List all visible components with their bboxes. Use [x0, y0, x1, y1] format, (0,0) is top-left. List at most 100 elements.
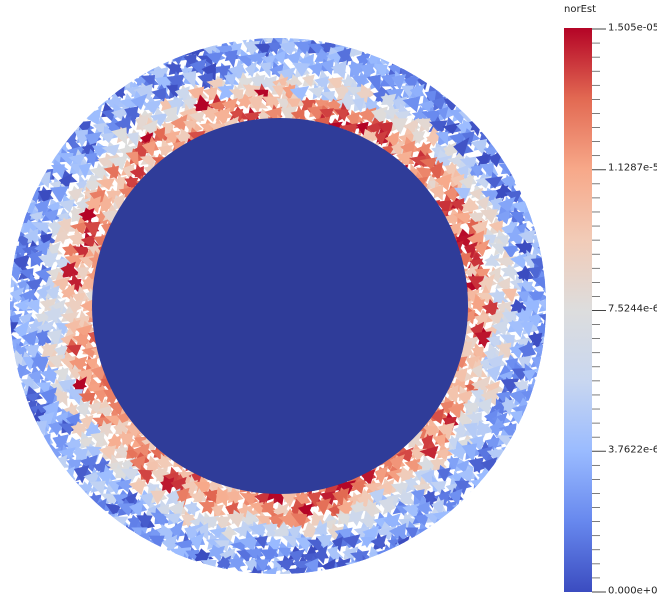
mesh-cell: [431, 499, 445, 516]
mesh-cell: [141, 140, 156, 158]
mesh-cell: [306, 491, 322, 508]
mesh-cell: [428, 524, 447, 541]
mesh-cell: [442, 122, 460, 135]
mesh-cell: [499, 334, 515, 350]
mesh-cell: [117, 528, 135, 542]
mesh-cell: [106, 190, 123, 204]
mesh-cell: [418, 99, 437, 113]
mesh-cell: [537, 298, 546, 314]
mesh-cell: [86, 446, 102, 463]
mesh-cell: [72, 292, 86, 307]
mesh-cell: [54, 391, 68, 407]
mesh-cell: [507, 150, 521, 166]
mesh-cell: [35, 266, 52, 284]
mesh-cell: [334, 85, 352, 106]
mesh-cell: [348, 510, 364, 527]
mesh-cell: [135, 531, 152, 553]
mesh-cell: [34, 199, 51, 218]
mesh-cell: [237, 536, 257, 552]
mesh-cell: [434, 173, 452, 191]
mesh-cell: [73, 465, 90, 484]
mesh-cell: [374, 465, 389, 486]
mesh-cell: [475, 398, 492, 416]
mesh-cell: [99, 132, 116, 144]
mesh-cell: [516, 267, 531, 286]
mesh-cell: [35, 330, 49, 348]
mesh-cell: [504, 151, 519, 166]
mesh-cell: [248, 522, 267, 539]
mesh-cell: [72, 334, 87, 349]
mesh-cell: [27, 411, 46, 428]
mesh-cell: [495, 209, 512, 225]
mesh-cell: [522, 369, 537, 382]
mesh-cell: [78, 392, 96, 406]
mesh-cell: [501, 288, 517, 304]
mesh-cell: [360, 63, 375, 81]
mesh-cell: [167, 97, 184, 116]
mesh-cell: [0, 289, 10, 301]
mesh-cell: [41, 343, 58, 360]
mesh-cell: [48, 241, 61, 261]
mesh-cell: [135, 114, 149, 132]
mesh-cell: [509, 278, 523, 292]
mesh-cell: [371, 106, 388, 126]
mesh-cell: [214, 540, 230, 553]
mesh-cell: [542, 358, 546, 373]
mesh-cell: [43, 209, 59, 224]
mesh-cell: [167, 500, 185, 517]
mesh-cell: [72, 447, 91, 464]
mesh-cell: [341, 569, 359, 574]
mesh-cell: [366, 74, 381, 94]
mesh-cell: [55, 323, 69, 336]
mesh-cell: [14, 344, 29, 361]
color-legend-bar: [564, 28, 592, 592]
mesh-cell: [160, 477, 175, 495]
mesh-cell: [520, 321, 534, 337]
mesh-cell: [189, 491, 206, 504]
mesh-cell: [499, 140, 512, 154]
mesh-cell: [433, 74, 445, 91]
mesh-cell: [154, 76, 173, 95]
mesh-cell: [203, 87, 218, 102]
mesh-cell: [386, 468, 403, 483]
mesh-cell: [476, 292, 494, 304]
mesh-cell: [382, 513, 401, 530]
mesh-cell: [429, 184, 444, 201]
mesh-cell: [177, 558, 195, 574]
mesh-cell: [84, 153, 97, 168]
mesh-cell: [187, 130, 206, 145]
mesh-cell: [471, 376, 491, 396]
render-viewport[interactable]: [0, 0, 560, 600]
mesh-cell: [480, 209, 498, 224]
mesh-cell: [120, 468, 140, 483]
mesh-cell: [229, 108, 244, 123]
mesh-cell: [202, 489, 218, 505]
mesh-cell: [78, 208, 95, 222]
mesh-cell: [295, 537, 312, 554]
mesh-cell: [517, 290, 533, 306]
mesh-cell: [475, 196, 490, 211]
mesh-cell: [58, 423, 75, 436]
mesh-cell: [397, 491, 413, 506]
mesh-cell: [388, 522, 407, 543]
mesh-cell: [543, 355, 546, 368]
mesh-cell: [121, 163, 135, 181]
mesh-cell: [344, 561, 364, 574]
mesh-cell: [377, 526, 397, 541]
mesh-cell: [238, 78, 255, 91]
mesh-cell: [319, 108, 335, 121]
mesh-cell: [236, 549, 252, 564]
mesh-cell: [73, 315, 91, 331]
mesh-cell: [228, 89, 244, 103]
mesh-cell: [389, 454, 405, 473]
mesh-cell: [364, 100, 378, 114]
mesh-cell: [17, 279, 29, 294]
mesh-cell: [468, 457, 484, 474]
mesh-cell: [455, 233, 475, 248]
mesh-cell: [466, 412, 482, 429]
mesh-cell: [75, 267, 90, 282]
mesh-cell: [125, 151, 139, 169]
mesh-cell: [397, 48, 414, 65]
mesh-cell: [456, 92, 474, 109]
mesh-cell: [157, 145, 174, 157]
